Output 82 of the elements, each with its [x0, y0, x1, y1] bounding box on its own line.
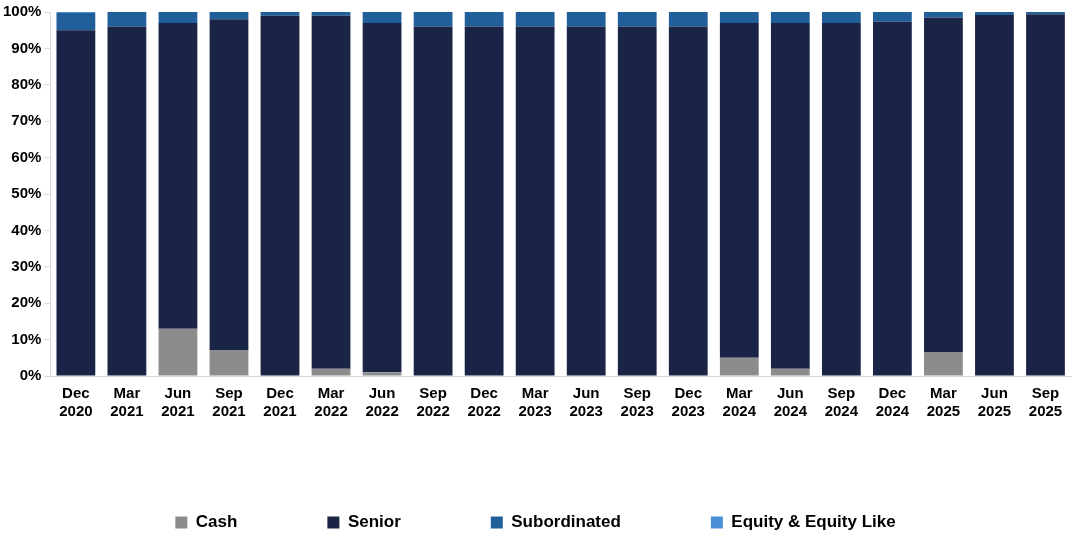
bar — [362, 22, 402, 373]
bar — [209, 19, 249, 351]
x-tick-label: Sep 2023 — [620, 384, 654, 420]
x-tick-label: Dec 2021 — [263, 384, 297, 420]
bar — [617, 12, 657, 27]
bar — [209, 350, 249, 376]
bar — [821, 22, 861, 376]
bar — [821, 12, 861, 23]
x-tick-label: Jun 2024 — [773, 384, 808, 420]
x-tick-label: Mar 2023 — [518, 384, 552, 420]
bar — [209, 12, 249, 20]
bar — [362, 372, 402, 376]
legend-label: Cash — [195, 512, 238, 532]
bar — [107, 12, 147, 27]
bar — [924, 351, 963, 376]
y-tick-label: 30% — [11, 256, 42, 274]
x-tick-label: Jun 2022 — [365, 384, 399, 420]
y-tick-label: 0% — [19, 366, 42, 384]
x-tick-label: Dec 2020 — [59, 384, 93, 420]
x-tick-label: Sep 2025 — [1028, 384, 1063, 420]
legend-label: Subordinated — [511, 512, 621, 532]
legend-label: Senior — [347, 512, 402, 532]
y-tick-label: 20% — [11, 293, 42, 311]
bar — [107, 26, 147, 376]
bar — [260, 15, 300, 376]
bar — [464, 12, 504, 27]
x-tick-label: Mar 2022 — [314, 384, 348, 420]
bar — [873, 12, 912, 22]
x-tick-label: Jun 2021 — [161, 384, 195, 420]
x-tick-label: Dec 2024 — [875, 384, 910, 420]
x-tick-label: Dec 2022 — [467, 384, 501, 420]
y-tick-label: 100% — [2, 2, 42, 20]
bar — [515, 26, 555, 376]
bar — [311, 12, 351, 16]
bar — [515, 12, 555, 27]
bar — [668, 12, 708, 27]
bar — [158, 12, 198, 23]
x-tick-label: Mar 2025 — [926, 384, 961, 420]
x-tick-label: Mar 2024 — [722, 384, 757, 420]
bar — [975, 14, 1014, 376]
bar — [1026, 14, 1065, 376]
bar — [413, 26, 453, 376]
x-tick-label: Mar 2021 — [110, 384, 144, 420]
y-tick-label: 10% — [11, 329, 42, 347]
y-tick-label: 90% — [11, 38, 42, 56]
x-tick-label: Jun 2023 — [569, 384, 603, 420]
bar — [311, 368, 351, 376]
bar — [311, 15, 351, 369]
bar — [770, 22, 810, 369]
bar — [1026, 12, 1065, 15]
bar — [158, 328, 198, 376]
bar — [464, 26, 504, 376]
bar — [719, 12, 759, 23]
bar — [873, 21, 912, 376]
bar — [770, 368, 810, 376]
bar — [719, 357, 759, 376]
y-tick-label: 50% — [11, 184, 42, 202]
x-tick-label: Sep 2022 — [416, 384, 450, 420]
x-tick-label: Sep 2021 — [212, 384, 246, 420]
bar — [719, 22, 759, 358]
bar — [975, 12, 1014, 15]
bar — [158, 22, 198, 329]
bar — [617, 26, 657, 376]
bar — [924, 17, 963, 352]
bar — [362, 12, 402, 23]
x-tick-label: Jun 2025 — [977, 384, 1012, 420]
y-tick-label: 80% — [11, 74, 42, 92]
bar — [566, 12, 606, 27]
bar — [566, 26, 606, 376]
legend-label: Equity & Equity Like — [731, 512, 896, 532]
bar — [260, 12, 300, 16]
x-tick-label: Sep 2024 — [824, 384, 859, 420]
bar — [56, 13, 96, 31]
bar — [668, 26, 708, 376]
y-tick-label: 70% — [11, 111, 42, 129]
bar — [770, 12, 810, 23]
x-tick-label: Dec 2023 — [671, 384, 705, 420]
bar — [56, 30, 96, 376]
bar — [924, 12, 963, 18]
y-tick-label: 60% — [11, 147, 42, 165]
bar — [413, 12, 453, 27]
y-tick-label: 40% — [11, 220, 42, 238]
